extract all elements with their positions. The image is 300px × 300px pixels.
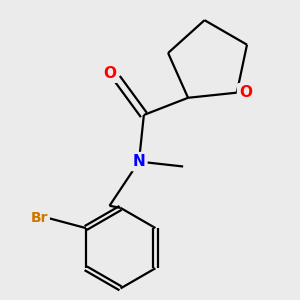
Text: O: O [239, 85, 252, 100]
Text: N: N [133, 154, 145, 169]
Text: O: O [103, 66, 116, 81]
Text: Br: Br [30, 211, 48, 225]
